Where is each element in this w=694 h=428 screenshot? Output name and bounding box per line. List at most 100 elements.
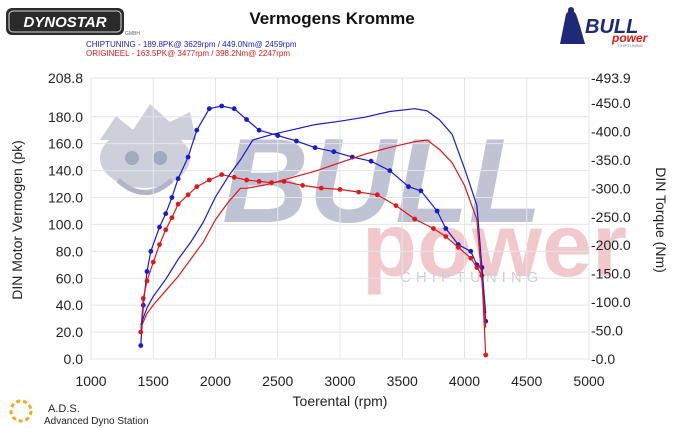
x-tick-label: 3000	[324, 373, 355, 389]
origineel-power-point	[443, 234, 449, 239]
y-right-tick-label: -493.9	[591, 70, 631, 86]
origineel-power-point	[219, 172, 225, 178]
origineel-power-point	[356, 189, 362, 195]
chiptuning-power-point	[175, 176, 181, 182]
chiptuning-power-point	[206, 106, 212, 112]
y-left-tick-label: 20.0	[56, 324, 83, 340]
y-right-tick-label: -400.0	[591, 123, 631, 139]
y-right-tick-label: -300.0	[591, 180, 631, 196]
y-left-tick-label: 208.8	[48, 70, 83, 86]
y-right-tick-label: -150.0	[591, 266, 631, 282]
x-tick-label: 3500	[387, 373, 418, 389]
bull-power-logo-text: BULL	[585, 16, 638, 38]
series	[138, 103, 489, 358]
origineel-power-point	[374, 192, 380, 198]
y-right-tick-label: -100.0	[591, 294, 631, 310]
chiptuning-power-point	[312, 145, 318, 151]
origineel-power-point	[144, 278, 150, 284]
dynostar-logo-text: DYNOSTAR	[23, 14, 106, 31]
bull-power-logo: BULL power CHIPTUNING	[560, 7, 649, 48]
origineel-power-point	[431, 226, 436, 231]
origineel-power-point	[150, 259, 156, 265]
chiptuning-power-point	[331, 149, 337, 155]
y-right-tick-label: -0.0	[591, 351, 615, 367]
chiptuning-power-point	[169, 195, 175, 200]
grid	[90, 77, 590, 360]
y-right-tick-label: -250.0	[591, 209, 631, 225]
origineel-power-point	[318, 185, 324, 191]
chiptuning-power-point	[256, 127, 262, 133]
dynostar-logo-sub: GMBH	[125, 31, 140, 37]
chiptuning-power-point	[148, 248, 154, 254]
x-tick-label: 4500	[511, 373, 542, 389]
chiptuning-power-point	[231, 106, 237, 112]
ads-logo-sub: Advanced Dyno Station	[44, 416, 149, 427]
watermark-bull: BULL	[222, 114, 542, 248]
ads-swirl-icon	[9, 399, 33, 423]
origineel-power-point	[157, 242, 162, 248]
origineel-power-point	[185, 192, 191, 198]
chiptuning-power-point	[443, 226, 449, 231]
x-tick-label: 4000	[449, 373, 480, 389]
origineel-power-point	[175, 201, 181, 207]
origineel-power-point	[169, 215, 175, 221]
y-axis-left-label: DIN Motor Vermogen (pk)	[9, 140, 25, 300]
chiptuning-power-point	[219, 103, 225, 109]
chiptuning-power-point	[387, 168, 393, 174]
tick-labels: 1000 1500 2000 2500 3000 3500 4000 4500 5000 0.0 2…	[48, 70, 631, 389]
origineel-power-point	[163, 227, 169, 233]
origineel-power-point	[455, 244, 461, 250]
x-axis-label: Toerental (rpm)	[293, 393, 388, 409]
y-left-tick-label: 120.0	[48, 190, 83, 206]
origineel-power-point	[393, 203, 399, 209]
y-left-tick-label: 140.0	[48, 163, 83, 179]
y-left-tick-label: 80.0	[56, 243, 83, 259]
y-right-tick-label: -450.0	[591, 95, 631, 111]
origineel-power-point	[256, 179, 262, 184]
bull-power-logo-tag: CHIPTUNING	[618, 43, 643, 48]
legend-origineel: ORIGINEEL - 163.5PK@ 3477rpm / 398.2Nm@ …	[86, 49, 290, 58]
watermark-chiptuning: CHIPTUNING	[400, 269, 543, 286]
x-tick-label: 2000	[200, 373, 231, 389]
y-axis-right-label: DIN Torque (Nm)	[653, 167, 669, 273]
x-tick-label: 1000	[75, 373, 106, 389]
chiptuning-power-point	[144, 269, 150, 274]
y-left-tick-label: 60.0	[56, 270, 83, 286]
chiptuning-power-point	[406, 184, 411, 190]
origineel-power-point	[300, 183, 305, 188]
chiptuning-power-point	[275, 133, 281, 139]
chiptuning-power-point	[294, 138, 299, 144]
bull-watermark-icon	[100, 104, 196, 195]
origineel-power-point	[138, 329, 144, 335]
legend-chiptuning: CHIPTUNING - 189.8PK@ 3629rpm / 449.0Nm@…	[86, 40, 297, 49]
origineel-power-point	[231, 174, 237, 180]
x-tick-label: 2500	[262, 373, 293, 389]
y-left-tick-label: 40.0	[56, 297, 83, 313]
y-left-tick-label: 0.0	[64, 351, 84, 367]
y-right-tick-label: -200.0	[591, 237, 631, 253]
origineel-power-point	[140, 296, 146, 301]
x-tick-label: 1500	[138, 373, 169, 389]
chiptuning-power-point	[434, 208, 440, 214]
origineel-power-point	[337, 187, 343, 192]
chiptuning-power-point	[468, 248, 474, 254]
ads-logo: A.D.S. Advanced Dyno Station	[9, 399, 149, 427]
y-left-tick-label: 180.0	[48, 109, 83, 125]
chiptuning-power-point	[368, 158, 374, 164]
chiptuning-power-point	[244, 117, 250, 122]
y-left-tick-label: 100.0	[48, 216, 83, 232]
origineel-power-point	[468, 255, 474, 261]
chart-title: Vermogens Kromme	[249, 9, 414, 28]
watermark: BULL power CHIPTUNING	[100, 104, 627, 296]
origineel-power-point	[474, 265, 480, 270]
origineel-power-point	[194, 184, 200, 190]
y-left-tick-label: 160.0	[48, 136, 83, 152]
ads-logo-title: A.D.S.	[48, 403, 80, 415]
x-tick-label: 5000	[573, 373, 604, 389]
y-right-tick-label: -350.0	[591, 152, 631, 168]
origineel-torque-line	[140, 139, 487, 328]
origineel-power-point	[206, 177, 212, 183]
chiptuning-power-point	[138, 343, 144, 348]
origineel-power-point	[412, 216, 418, 222]
